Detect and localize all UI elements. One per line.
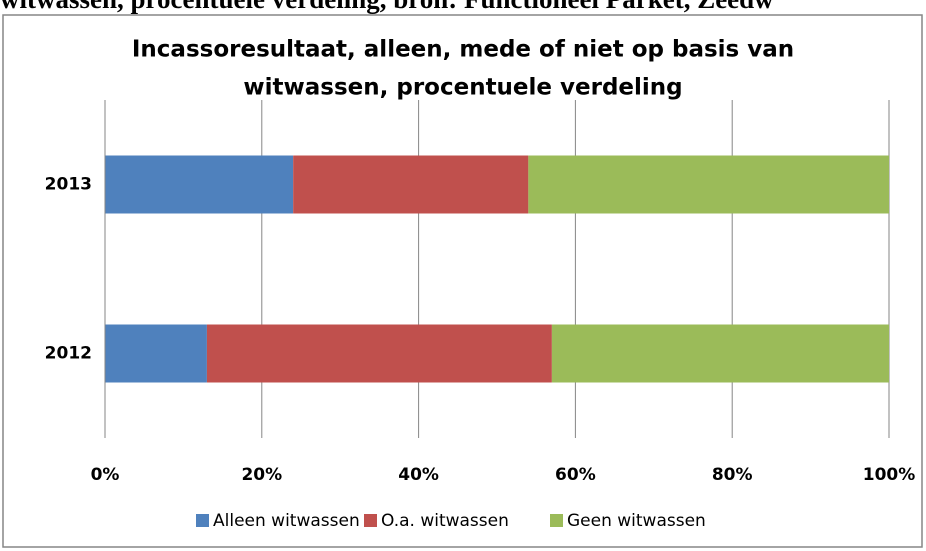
x-tick-label: 40% [398,465,439,485]
legend-swatch [550,514,563,527]
chart-title: witwassen, procentuele verdeling [243,75,682,101]
page-text: witwassen, procentuele verdeling, bron: … [0,0,774,14]
bar-segment [105,155,294,214]
x-tick-label: 0% [91,465,120,485]
y-tick-label: 2013 [45,175,92,195]
x-tick-label: 60% [555,465,596,485]
bar-segment [528,155,889,214]
legend-swatch [196,514,209,527]
bar-segment [206,324,552,383]
bar-segment [293,155,529,214]
legend-label: O.a. witwassen [381,511,509,531]
bar-segment [551,324,889,383]
legend-swatch [364,514,377,527]
legend-label: Geen witwassen [567,511,706,531]
chart-title: Incassoresultaat, alleen, mede of niet o… [132,37,794,63]
chart-border [2,14,923,548]
y-tick-label: 2012 [45,344,92,364]
x-tick-label: 80% [712,465,753,485]
legend-label: Alleen witwassen [213,511,360,531]
bar-segment [105,324,207,383]
x-tick-label: 20% [241,465,282,485]
x-tick-label: 100% [863,465,916,485]
